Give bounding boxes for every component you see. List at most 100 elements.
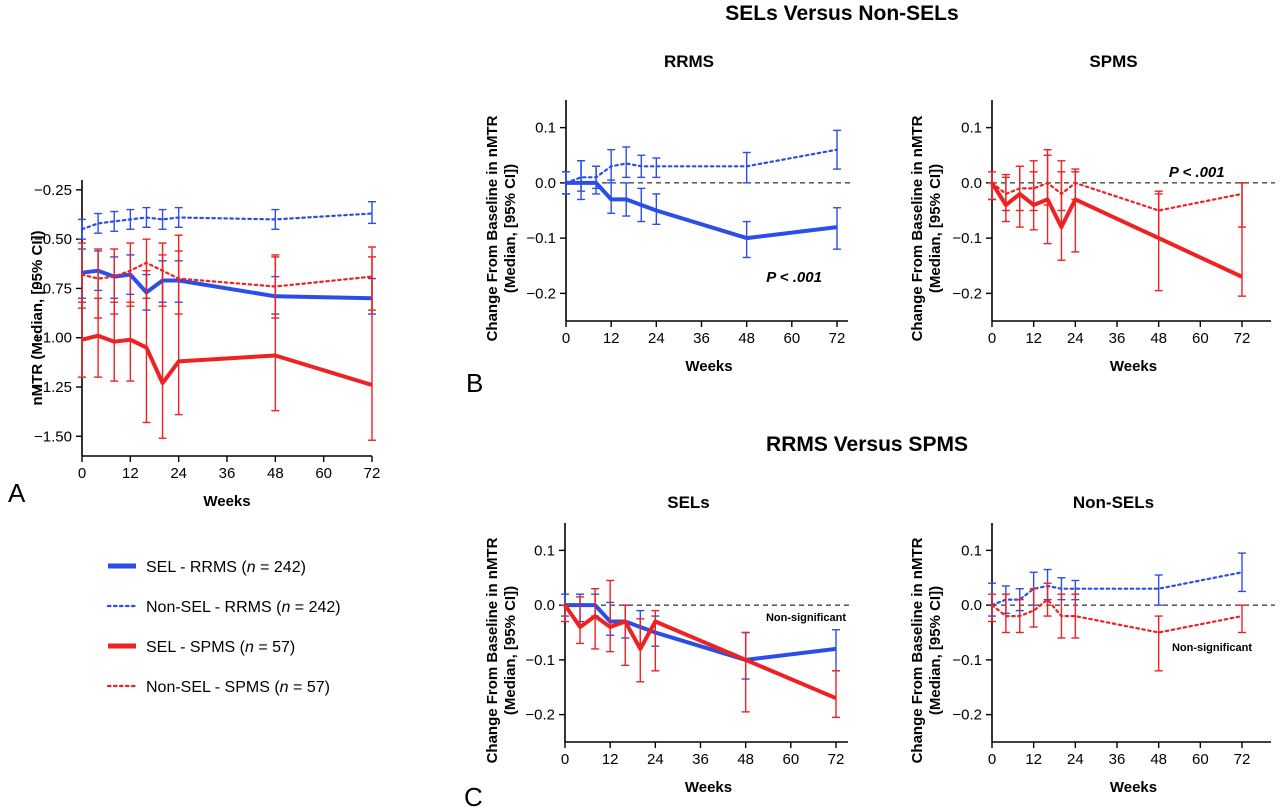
y-axis-label: nMTR (Median, [95% CI])	[29, 230, 46, 405]
charts: 0 12 24 36 48 60 72 −0.25 −0.50 −0.75 −1.00 −1.25 −1…	[29, 52, 1275, 796]
x-tick-label: 24	[170, 465, 187, 482]
x-tick-label: 24	[648, 330, 665, 347]
x-tick-label: 12	[603, 330, 620, 347]
x-axis-label: Weeks	[1110, 779, 1157, 796]
legend-item: SEL - SPMS (n = 57)	[108, 639, 295, 656]
error-bar	[1029, 588, 1038, 628]
legend: SEL - RRMS (n = 242)Non-SEL - RRMS (n = …	[106, 559, 341, 696]
series-line	[990, 181, 1243, 279]
error-bar	[271, 254, 280, 412]
x-tick-label: 48	[738, 330, 755, 347]
x-tick-label: 12	[122, 465, 139, 482]
legend-label: Non-SEL - RRMS (n = 242)	[146, 599, 341, 616]
y-tick-label: −0.25	[34, 182, 72, 199]
y-tick-label: 0.0	[535, 175, 556, 192]
x-tick-label: 36	[219, 465, 236, 482]
x-axis-label: Weeks	[685, 779, 732, 796]
series-sel-spms	[78, 234, 376, 441]
annotation-text: Non-significant	[766, 612, 846, 624]
series-line	[566, 180, 838, 241]
series-line	[990, 571, 1244, 607]
x-tick-label: 72	[364, 465, 381, 482]
chart-panel-c-sels: 0 12 24 36 48 60 72 0.1 0.0 −0.1 −0.2 Weeks Change F…	[484, 493, 852, 796]
x-tick-label: 72	[828, 751, 845, 768]
y-axis-label: Change From Baseline in nMTR(Median, [95…	[909, 115, 944, 341]
panel-letter-c: C	[464, 782, 483, 809]
annotation-text: Non-significant	[1172, 642, 1252, 654]
x-tick-label: 72	[1234, 330, 1251, 347]
x-tick-label: 36	[1109, 330, 1126, 347]
error-bar	[1071, 593, 1080, 639]
error-bar	[988, 593, 996, 623]
legend-item: SEL - RRMS (n = 242)	[108, 559, 306, 576]
legend-item: Non-SEL - RRMS (n = 242)	[106, 599, 341, 616]
legend-label-prefix: SEL - RRMS (	[146, 559, 247, 576]
y-tick-label: 0.1	[961, 542, 982, 559]
y-tick-label: −1.50	[34, 428, 72, 445]
panel-title: RRMS	[664, 52, 714, 71]
legend-label-suffix: = 242)	[256, 559, 306, 576]
y-tick-label: −0.2	[952, 707, 982, 724]
error-bar	[1043, 149, 1052, 245]
series-sel-spms	[988, 149, 1246, 297]
legend-item: Non-SEL - SPMS (n = 57)	[106, 679, 330, 696]
y-axis-label: Change From Baseline in nMTR(Median, [95…	[484, 537, 519, 763]
series-non-sel-spms	[988, 582, 1246, 672]
legend-label-suffix: = 57)	[254, 639, 295, 656]
series-sel-spms	[561, 579, 840, 719]
error-bar	[622, 146, 631, 179]
y-tick-label: −0.2	[952, 285, 982, 302]
y-axis-label-line: Change From Baseline in nMTR	[484, 537, 501, 763]
error-bar	[158, 254, 167, 439]
x-tick-label: 72	[829, 330, 846, 347]
error-bar	[1057, 160, 1066, 261]
x-tick-label: 24	[647, 751, 664, 768]
x-tick-label: 12	[1025, 330, 1042, 347]
legend-label-prefix: SEL - SPMS (	[146, 639, 246, 656]
x-tick-label: 24	[1067, 330, 1084, 347]
legend-label-suffix: = 242)	[290, 599, 340, 616]
error-bar	[832, 670, 840, 719]
panel-title: SPMS	[1089, 52, 1137, 71]
y-tick-label: −0.2	[526, 285, 556, 302]
y-tick-label: 0.1	[961, 120, 982, 137]
legend-label-n: n	[281, 599, 290, 616]
x-tick-label: 48	[267, 465, 284, 482]
error-bar	[1001, 173, 1010, 223]
x-tick-label: 60	[782, 751, 799, 768]
y-axis-label-line: (Median, [95% CI])	[927, 164, 944, 293]
series-line	[990, 181, 1244, 212]
error-bar	[1238, 552, 1246, 593]
series-non-sel-rrms	[988, 552, 1246, 617]
panel-title: SELs	[667, 493, 710, 512]
section-b-title: SELs Versus Non-SELs	[725, 2, 958, 25]
x-tick-label: 60	[315, 465, 332, 482]
error-bar	[1071, 168, 1080, 253]
series-line	[81, 333, 373, 387]
y-tick-label: 0.1	[535, 120, 556, 137]
legend-label-prefix: Non-SEL - RRMS (	[146, 599, 282, 616]
series-line	[80, 212, 374, 231]
error-bar	[368, 256, 376, 441]
error-bar	[577, 160, 586, 201]
error-bar	[1043, 582, 1052, 617]
section-c-title: RRMS Versus SPMS	[766, 433, 968, 456]
annotation-text: P < .001	[766, 269, 822, 286]
x-tick-label: 60	[783, 330, 800, 347]
legend-label-n: n	[245, 639, 254, 656]
legend-label-n: n	[280, 679, 289, 696]
y-axis-label-line: Change From Baseline in nMTR	[909, 115, 926, 341]
y-tick-label: −0.1	[952, 652, 982, 669]
error-bar	[1154, 190, 1163, 292]
x-tick-label: 60	[1192, 330, 1209, 347]
x-axis-label: Weeks	[1110, 358, 1157, 375]
y-tick-label: −0.50	[34, 231, 72, 248]
y-axis-label: Change From Baseline in nMTR(Median, [95…	[909, 537, 944, 763]
x-tick-label: 12	[602, 751, 619, 768]
series-non-sel-spms	[78, 238, 376, 319]
y-axis-label-line: (Median, [95% CI])	[502, 164, 519, 293]
y-tick-label: 0.0	[961, 597, 982, 614]
error-bar	[621, 604, 630, 667]
y-axis-label-line: (Median, [95% CI])	[502, 586, 519, 715]
